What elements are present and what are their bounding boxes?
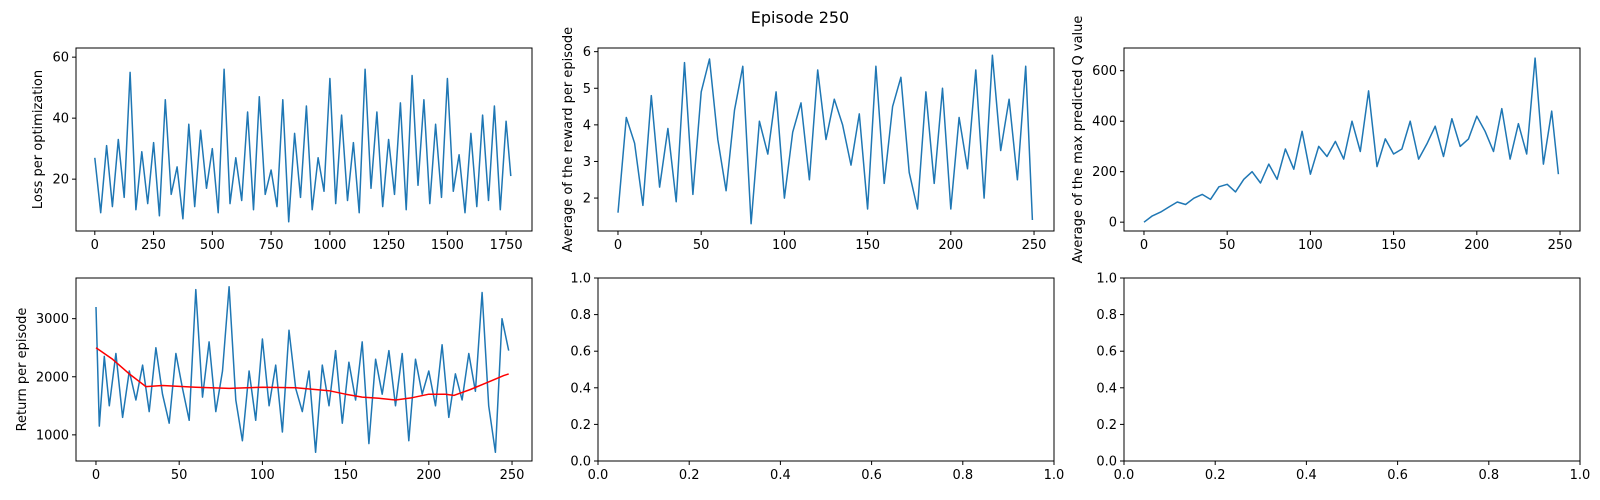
x-tick-label: 0.8 (1478, 468, 1499, 483)
y-tick-label: 1.0 (1096, 272, 1117, 287)
x-tick-label: 200 (1464, 238, 1489, 253)
subplot-qvalue: 0 50 100 150 200 250 0 200 400 600 Average of the … (1071, 16, 1581, 264)
subplot-empty1: 0.0 0.2 0.4 0.6 0.8 1.0 0.0 0.2 0.4 0.6 0.8 1.0 (570, 272, 1064, 484)
y-tick-label: 20 (52, 173, 69, 188)
x-tick-label: 1250 (372, 238, 405, 253)
y-tick-label: 0.6 (1096, 345, 1117, 360)
x-tick-label: 100 (1298, 238, 1323, 253)
y-tick-label: 40 (52, 112, 69, 127)
x-tick-label: 0.2 (679, 468, 700, 483)
x-tick-label: 500 (200, 238, 225, 253)
x-tick-label: 0.6 (861, 468, 882, 483)
y-tick-label: 60 (52, 51, 69, 66)
x-tick-label: 0.6 (1387, 468, 1408, 483)
y-tick-label: 6 (583, 45, 591, 60)
x-tick-label: 200 (416, 468, 441, 483)
y-tick-label: 3000 (36, 312, 69, 327)
x-tick-label: 0.0 (588, 468, 609, 483)
y-axis-label: Average of the max predicted Q value (1071, 16, 1086, 264)
x-tick-label: 0 (1140, 238, 1148, 253)
y-tick-label: 1.0 (570, 272, 591, 287)
x-tick-label: 150 (855, 238, 880, 253)
y-tick-label: 0.4 (570, 381, 591, 396)
x-tick-label: 100 (772, 238, 797, 253)
x-tick-label: 1500 (431, 238, 464, 253)
x-tick-label: 250 (500, 468, 525, 483)
y-axis-label: Loss per optimization (31, 70, 46, 209)
y-tick-label: 0 (1109, 216, 1117, 231)
series-line (94, 68, 512, 223)
x-tick-label: 1.0 (1044, 468, 1065, 483)
moving-average-line (95, 347, 509, 401)
x-tick-label: 1000 (313, 238, 346, 253)
subplot-return: 0 50 100 150 200 250 1000 2000 3000 Return per ep… (15, 277, 533, 483)
x-tick-label: 50 (1219, 238, 1236, 253)
axes-frame (75, 47, 533, 232)
figure-suptitle: Episode 250 (751, 8, 849, 27)
x-tick-label: 0 (614, 238, 622, 253)
y-tick-label: 200 (1092, 165, 1117, 180)
subplot-loss: 0 250 500 750 1000 1250 1500 1750 20 40 60 Loss per… (31, 47, 533, 253)
x-tick-label: 150 (333, 468, 358, 483)
x-tick-label: 50 (171, 468, 188, 483)
y-tick-label: 0.6 (570, 345, 591, 360)
y-tick-label: 4 (583, 118, 591, 133)
x-tick-label: 1.0 (1570, 468, 1591, 483)
axes-frame (1123, 47, 1581, 232)
y-tick-label: 2 (583, 192, 591, 207)
x-tick-label: 150 (1381, 238, 1406, 253)
x-tick-label: 100 (250, 468, 275, 483)
y-tick-label: 0.2 (1096, 418, 1117, 433)
series-line (617, 54, 1034, 225)
x-tick-label: 200 (938, 238, 963, 253)
y-axis-label: Average of the reward per episode (561, 27, 576, 252)
axes-frame (597, 277, 1055, 462)
x-tick-label: 0 (91, 238, 99, 253)
y-tick-label: 0.2 (570, 418, 591, 433)
x-tick-label: 0 (92, 468, 100, 483)
x-tick-label: 1750 (490, 238, 523, 253)
y-tick-label: 1000 (36, 428, 69, 443)
y-tick-label: 5 (583, 82, 591, 97)
y-tick-label: 0.8 (1096, 308, 1117, 323)
x-tick-label: 250 (1022, 238, 1047, 253)
series-line (1143, 57, 1560, 223)
y-tick-label: 2000 (36, 370, 69, 385)
axes-frame (1123, 277, 1581, 462)
series-line (95, 285, 510, 454)
x-tick-label: 0.4 (770, 468, 791, 483)
x-tick-label: 50 (693, 238, 710, 253)
x-tick-label: 750 (259, 238, 284, 253)
y-tick-label: 0.8 (570, 308, 591, 323)
y-tick-label: 3 (583, 155, 591, 170)
x-tick-label: 0.8 (952, 468, 973, 483)
x-tick-label: 250 (141, 238, 166, 253)
subplot-empty2: 0.0 0.2 0.4 0.6 0.8 1.0 0.0 0.2 0.4 0.6 0.8 1.0 (1096, 272, 1590, 484)
subplot-reward: 0 50 100 150 200 250 2 3 4 5 6 Average of the rewar… (561, 27, 1055, 253)
axes-frame (597, 47, 1055, 232)
y-tick-label: 600 (1092, 64, 1117, 79)
y-tick-label: 0.0 (570, 455, 591, 470)
y-axis-label: Return per episode (15, 308, 30, 432)
y-tick-label: 400 (1092, 115, 1117, 130)
y-tick-label: 0.4 (1096, 381, 1117, 396)
x-tick-label: 0.0 (1114, 468, 1135, 483)
x-tick-label: 250 (1548, 238, 1573, 253)
axes-frame (75, 277, 533, 462)
x-tick-label: 0.4 (1296, 468, 1317, 483)
y-tick-label: 0.0 (1096, 455, 1117, 470)
x-tick-label: 0.2 (1205, 468, 1226, 483)
